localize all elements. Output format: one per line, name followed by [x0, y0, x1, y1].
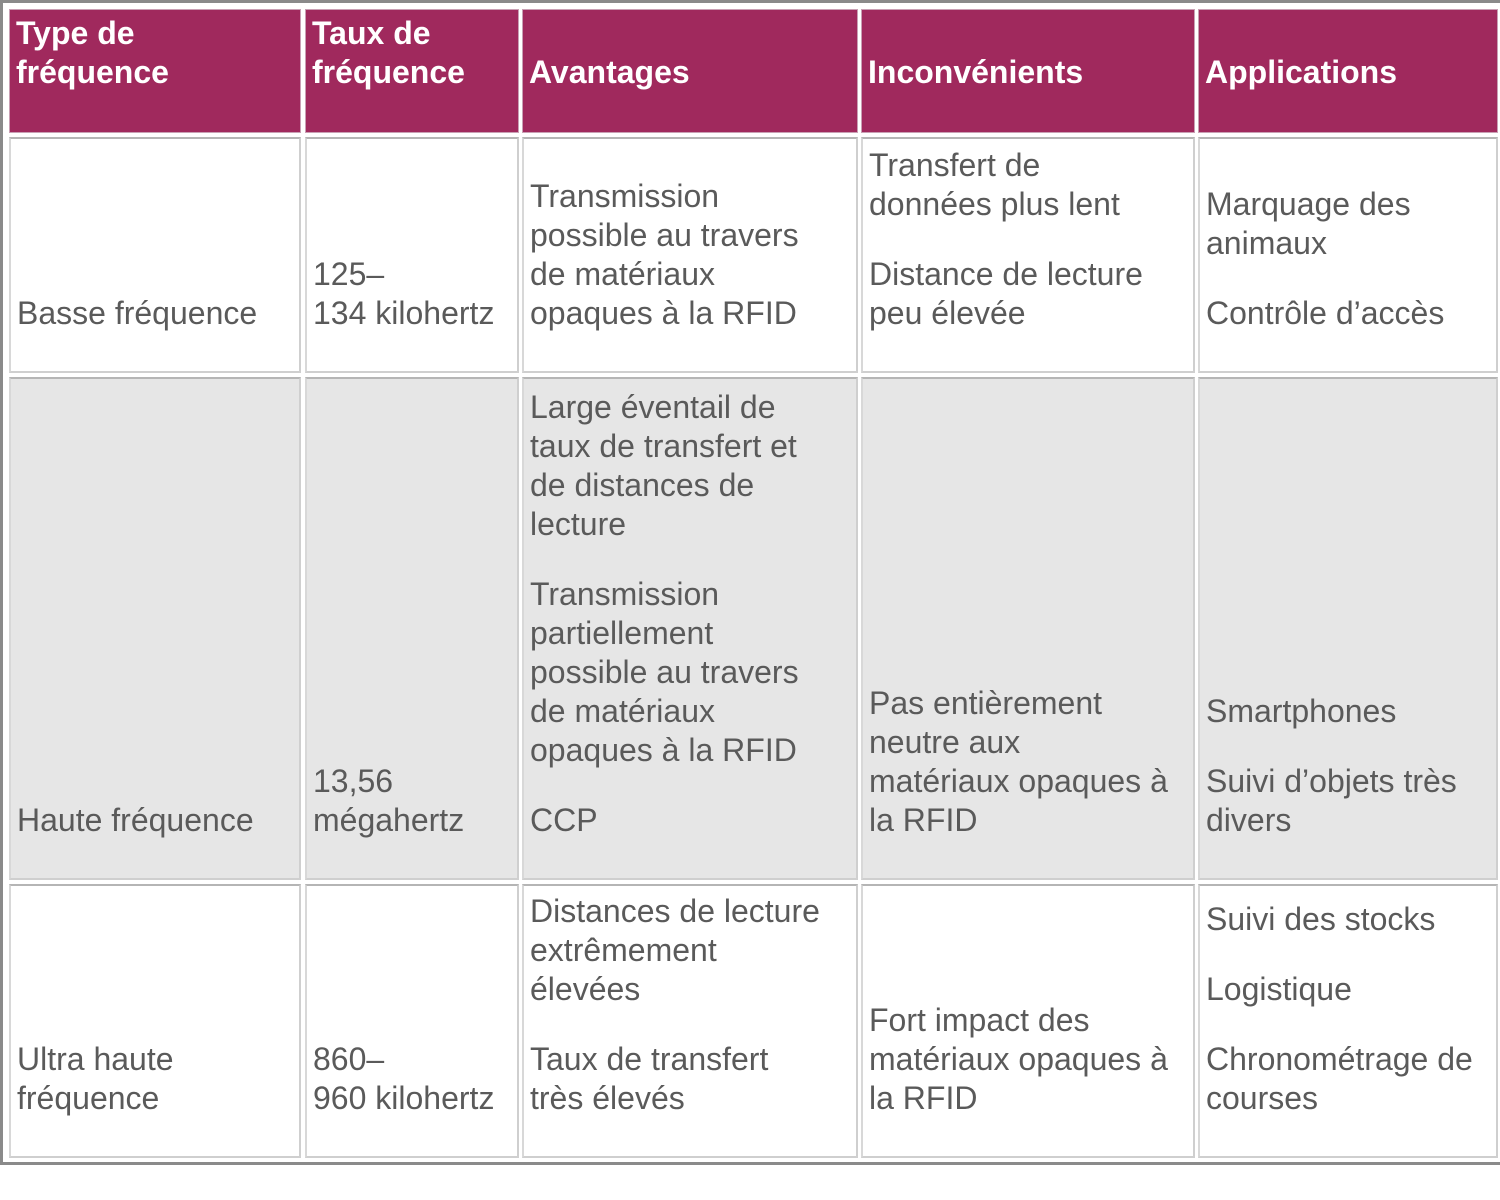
header-taux-label: Taux de fréquence	[312, 15, 465, 90]
row1-taux-text: 125– 134 kilohertz	[313, 256, 495, 331]
row3-taux-text: 860– 960 kilohertz	[313, 1041, 495, 1116]
row2-applications-text-1: Smartphones	[1206, 693, 1397, 729]
row3-inconvenients-text: Fort impact des matériaux opaques à la R…	[869, 1002, 1168, 1116]
row2-inconvenients: Pas entièrement neutre aux matériaux opa…	[861, 377, 1195, 880]
header-type-label: Type de fréquence	[16, 15, 169, 90]
header-inconvenients-label: Inconvénients	[868, 54, 1084, 90]
row2-avantages-text-1: Large éventail de taux de transfert et d…	[530, 389, 797, 542]
row2-avantages-text-2: Transmission partiellement possible au t…	[530, 576, 799, 768]
row3-applications-text-3: Chronométrage de courses	[1206, 1041, 1473, 1116]
row1-inconvenients-text-2: Distance de lecture peu élevée	[869, 256, 1143, 331]
row1-inconvenients: Transfert de données plus lent Distance …	[861, 137, 1195, 373]
row3-type: Ultra haute fréquence	[9, 884, 301, 1158]
row2-inconvenients-text: Pas entièrement neutre aux matériaux opa…	[869, 685, 1168, 838]
row3-avantages: Distances de lecture extrêmement élevées…	[522, 884, 858, 1158]
row3-taux: 860– 960 kilohertz	[305, 884, 519, 1158]
row1-applications-text-2: Contrôle d’accès	[1206, 295, 1445, 331]
row1-avantages: Transmission possible au travers de maté…	[522, 137, 858, 373]
row3-type-text: Ultra haute fréquence	[17, 1041, 174, 1116]
header-type: Type de fréquence	[9, 9, 301, 133]
row3-applications: Suivi des stocks Logistique Chronométrag…	[1198, 884, 1498, 1158]
row2-avantages-text-3: CCP	[530, 802, 598, 838]
row1-applications: Marquage des animaux Contrôle d’accès	[1198, 137, 1498, 373]
row1-inconvenients-text-1: Transfert de données plus lent	[869, 147, 1120, 222]
row1-type: Basse fréquence	[9, 137, 301, 373]
row1-avantages-text: Transmission possible au travers de maté…	[530, 178, 799, 331]
row2-applications: Smartphones Suivi d’objets très divers	[1198, 377, 1498, 880]
row2-avantages: Large éventail de taux de transfert et d…	[522, 377, 858, 880]
rfid-frequency-table: Type de fréquence Taux de fréquence Avan…	[0, 0, 1500, 1165]
row3-applications-text-1: Suivi des stocks	[1206, 901, 1436, 937]
header-applications: Applications	[1198, 9, 1498, 133]
row2-type-text: Haute fréquence	[17, 802, 254, 838]
row2-taux: 13,56 mégahertz	[305, 377, 519, 880]
header-avantages: Avantages	[522, 9, 858, 133]
row1-applications-text-1: Marquage des animaux	[1206, 186, 1411, 261]
header-applications-label: Applications	[1205, 54, 1398, 90]
row3-avantages-text-1: Distances de lecture extrêmement élevées	[530, 893, 820, 1007]
row1-taux: 125– 134 kilohertz	[305, 137, 519, 373]
row2-type: Haute fréquence	[9, 377, 301, 880]
row3-inconvenients: Fort impact des matériaux opaques à la R…	[861, 884, 1195, 1158]
header-taux: Taux de fréquence	[305, 9, 519, 133]
row3-applications-text-2: Logistique	[1206, 971, 1352, 1007]
row2-applications-text-2: Suivi d’objets très divers	[1206, 763, 1457, 838]
header-inconvenients: Inconvénients	[861, 9, 1195, 133]
row2-taux-text: 13,56 mégahertz	[313, 763, 465, 838]
row3-avantages-text-2: Taux de transfert très élevés	[530, 1041, 769, 1116]
header-avantages-label: Avantages	[529, 54, 690, 90]
row1-type-text: Basse fréquence	[17, 295, 258, 331]
